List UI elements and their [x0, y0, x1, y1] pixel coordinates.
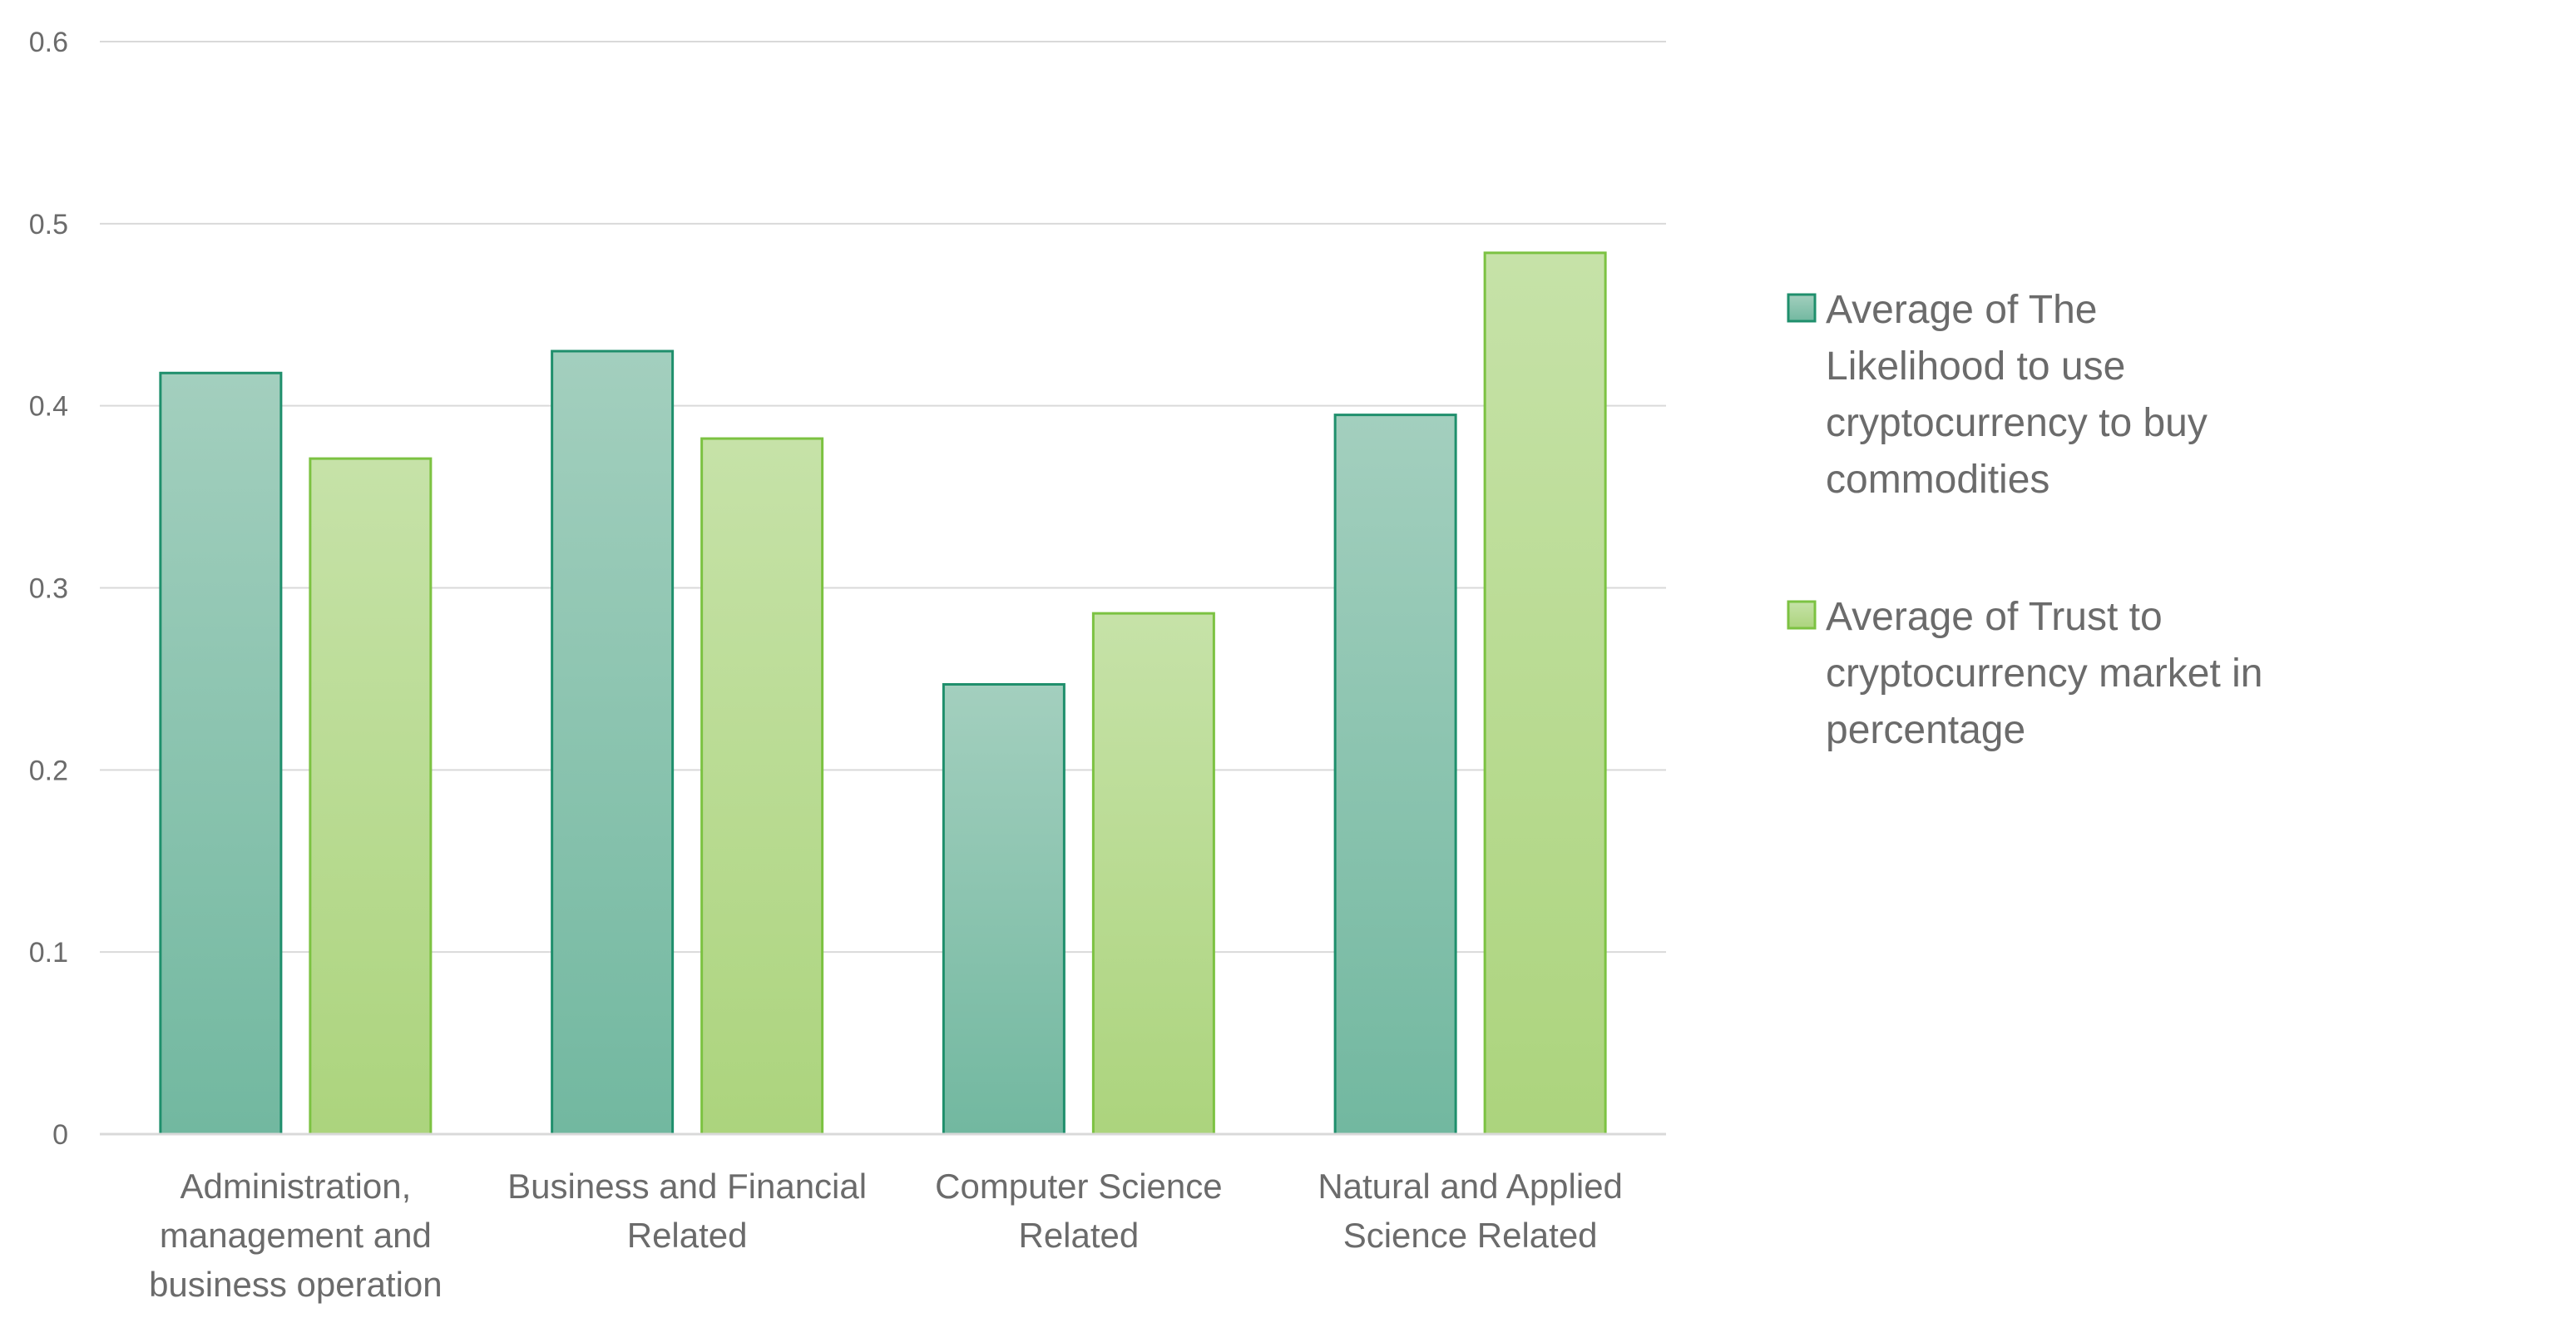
- legend-label: Average of The Likelihood to use cryptocur…: [1826, 288, 2208, 502]
- legend-item-2: Average of Trust to cryptocurrency market…: [1787, 595, 2263, 752]
- y-tick-label: 0: [52, 1119, 68, 1151]
- y-tick-label: 0.5: [29, 209, 68, 240]
- x-axis-labels: Administration, management and business op…: [149, 1167, 1623, 1304]
- bar-series-1-category-4: [1333, 414, 1457, 1136]
- bar-series-2-category-1: [309, 457, 433, 1136]
- bar-series-1-category-3: [942, 682, 1066, 1136]
- legend: Average of The Likelihood to use cryptocur…: [1787, 288, 2263, 752]
- legend-swatch: [1787, 293, 1817, 323]
- bars: [159, 251, 1607, 1136]
- bar-series-2-category-3: [1091, 612, 1215, 1136]
- x-tick-label: Business and Financial Related: [507, 1167, 867, 1255]
- bar-series-2-category-4: [1483, 251, 1607, 1136]
- y-tick-label: 0.3: [29, 573, 68, 605]
- legend-swatch: [1787, 600, 1817, 630]
- x-tick-label: Computer Science Related: [935, 1167, 1223, 1255]
- y-tick-label: 0.1: [29, 937, 68, 969]
- legend-label: Average of Trust to cryptocurrency market…: [1826, 595, 2263, 752]
- y-tick-label: 0.2: [29, 755, 68, 786]
- x-tick-label: Natural and Applied Science Related: [1318, 1167, 1623, 1255]
- x-tick-label: Administration, management and business op…: [149, 1167, 443, 1304]
- bar-series-2-category-2: [700, 437, 824, 1136]
- bar-series-1-category-1: [159, 371, 283, 1136]
- bar-series-1-category-2: [551, 349, 675, 1136]
- y-tick-label: 0.4: [29, 391, 68, 423]
- y-axis-ticks: 0 0.1 0.2 0.3 0.4 0.5 0.6: [29, 27, 68, 1151]
- y-tick-label: 0.6: [29, 27, 68, 58]
- legend-item-1: Average of The Likelihood to use cryptocur…: [1787, 288, 2208, 502]
